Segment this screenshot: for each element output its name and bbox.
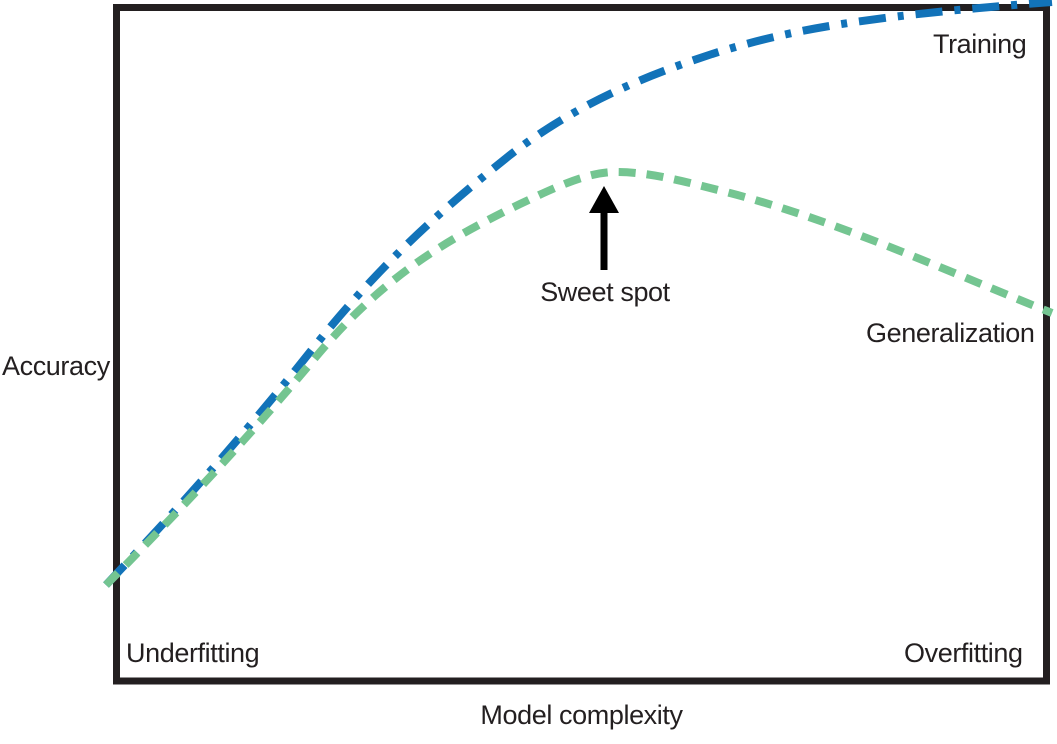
sweet-spot-arrow xyxy=(589,186,619,270)
plot-frame xyxy=(113,4,1050,685)
overfitting-label: Overfitting xyxy=(904,638,1023,668)
sweet-spot-label: Sweet spot xyxy=(540,277,670,307)
underfitting-label: Underfitting xyxy=(126,638,260,668)
x-axis-label: Model complexity xyxy=(480,700,683,730)
y-axis-label: Accuracy xyxy=(2,351,110,381)
training-curve xyxy=(103,0,1053,588)
arrow-head-icon xyxy=(589,186,619,213)
generalization-curve-label: Generalization xyxy=(866,318,1035,348)
generalization-curve xyxy=(103,167,1054,588)
training-curve-label: Training xyxy=(933,29,1027,59)
